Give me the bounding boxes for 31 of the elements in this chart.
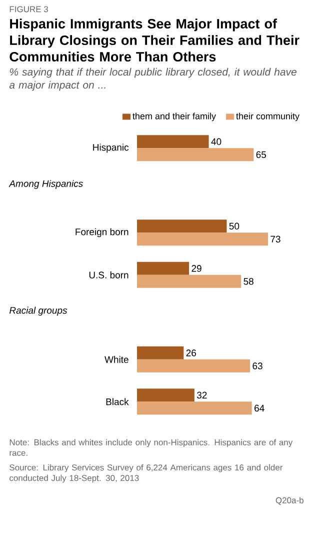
chart-subtitle: % saying that if their local public library closed, it would have a major impact on ... <box>9 68 296 91</box>
text: Racial groups <box>9 306 68 316</box>
bar <box>137 402 252 415</box>
bar <box>137 262 190 275</box>
data-label: 40 <box>211 138 222 146</box>
text: Note: Blacks and whites include only non-Hispanics. Hispanics are of any race. <box>10 439 293 456</box>
caption: FIGURE 3 <box>10 6 48 12</box>
data-label: 73 <box>270 236 280 243</box>
chart-title: Hispanic Immigrants See Major Impact of Library Closings on Their Families and Their Communities More Than Others <box>10 18 300 62</box>
bar <box>137 135 209 148</box>
source-note: Source: Library Services Survey of 6,224 Americans ages 16 and older conducted July 18-Sept. 30, 2013 <box>10 464 283 483</box>
data-label: 50 <box>229 222 240 230</box>
text: Q20a-b <box>276 497 304 505</box>
text: Among Hispanics <box>8 180 83 189</box>
bar <box>137 388 194 402</box>
data-label: 64 <box>254 404 264 412</box>
y-tick-label: White <box>104 356 128 363</box>
y-tick-label: Hispanic <box>93 144 129 153</box>
y-tick-label: Black <box>106 398 129 406</box>
y-tick-label: Foreign born <box>76 228 128 238</box>
data-label: 26 <box>186 350 196 356</box>
data-label: 65 <box>256 151 266 158</box>
data-label: 32 <box>196 392 207 399</box>
bar <box>137 148 254 162</box>
legend-label: their community <box>236 112 300 122</box>
legend-label: them and their family <box>132 112 216 122</box>
data-label: 63 <box>252 362 262 370</box>
data-label: 58 <box>244 278 254 285</box>
y-tick-label: U.S. born <box>89 271 128 278</box>
data-label: 29 <box>192 265 202 272</box>
bar <box>137 274 242 288</box>
